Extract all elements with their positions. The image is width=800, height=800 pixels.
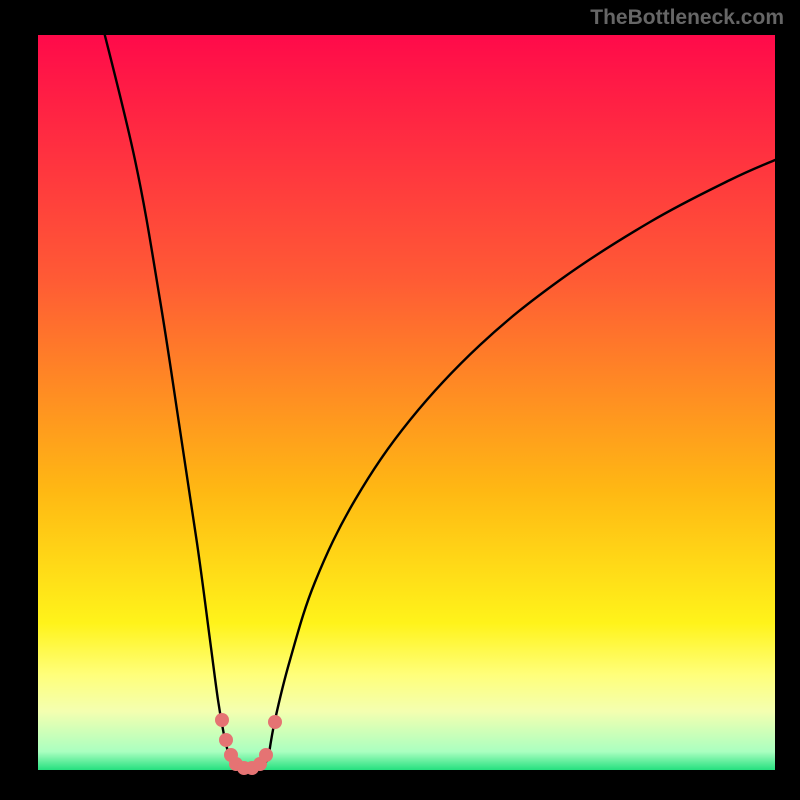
curve-layer xyxy=(0,0,800,800)
data-marker xyxy=(219,733,233,747)
watermark-text: TheBottleneck.com xyxy=(590,6,784,30)
left-curve xyxy=(98,8,230,760)
data-marker xyxy=(268,715,282,729)
marker-group xyxy=(215,713,282,775)
right-curve xyxy=(268,160,775,760)
data-marker xyxy=(259,748,273,762)
data-marker xyxy=(215,713,229,727)
chart-frame: TheBottleneck.com xyxy=(0,0,800,800)
